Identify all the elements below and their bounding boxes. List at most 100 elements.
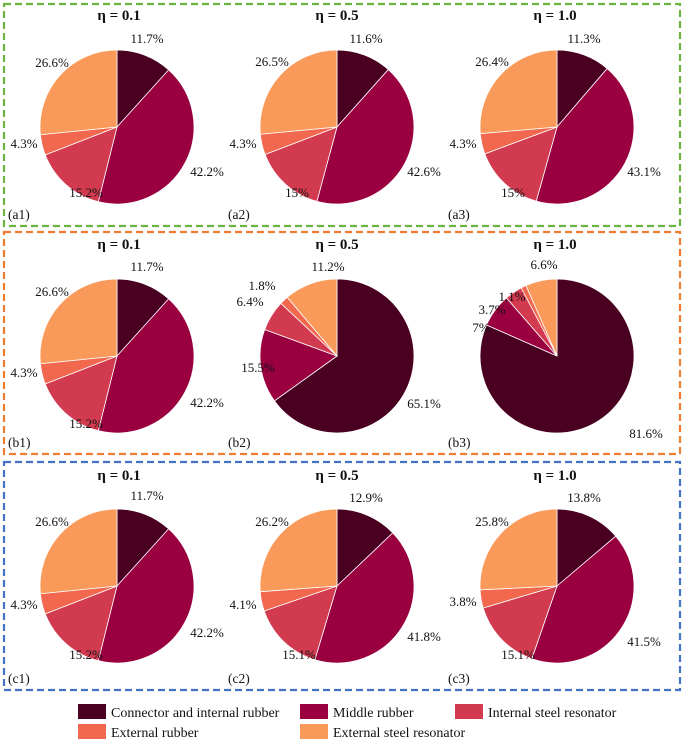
pie-slice-0-2 bbox=[44, 126, 118, 203]
chart-title-7: η = 0.5 bbox=[315, 468, 358, 484]
subplot-id-2: (a3) bbox=[448, 207, 470, 222]
slice-label-4-0: 65.1% bbox=[407, 396, 441, 411]
pie-slice-4-0 bbox=[273, 278, 415, 434]
pie-slice-8-2 bbox=[482, 585, 558, 660]
subplot-id-5: (b3) bbox=[448, 435, 471, 450]
slice-label-2-0: 11.3% bbox=[567, 31, 600, 46]
legend-swatch-1 bbox=[300, 704, 328, 719]
slice-label-5-3: 1.1% bbox=[498, 289, 525, 304]
legend-swatch-3 bbox=[78, 724, 106, 739]
slice-label-2-3: 4.3% bbox=[449, 136, 476, 151]
chart-title-5: η = 1.0 bbox=[533, 237, 576, 253]
pie-slice-6-1 bbox=[97, 528, 195, 664]
slice-label-6-4: 26.6% bbox=[35, 514, 69, 529]
slice-label-2-4: 26.4% bbox=[475, 54, 509, 69]
slice-label-3-1: 42.2% bbox=[190, 395, 224, 410]
pie-slice-2-4 bbox=[479, 49, 558, 135]
slice-label-0-4: 26.6% bbox=[35, 55, 69, 70]
pie-slice-6-4 bbox=[39, 508, 118, 595]
legend-label-0: Connector and internal rubber bbox=[111, 706, 280, 721]
slice-label-7-3: 4.1% bbox=[229, 597, 256, 612]
pie-slice-1-2 bbox=[264, 126, 338, 202]
subplot-id-0: (a1) bbox=[8, 207, 30, 222]
pie-slice-4-4 bbox=[286, 278, 338, 358]
slice-label-0-2: 15.2% bbox=[69, 185, 103, 200]
pie-slice-7-4 bbox=[259, 508, 338, 593]
slice-label-7-2: 15.1% bbox=[282, 647, 316, 662]
slice-label-4-4: 11.2% bbox=[311, 259, 344, 274]
slice-label-8-4: 25.8% bbox=[475, 514, 509, 529]
slice-label-3-2: 15.2% bbox=[69, 416, 103, 431]
slice-label-2-2: 15% bbox=[501, 185, 525, 200]
slice-label-1-4: 26.5% bbox=[255, 54, 289, 69]
pie-slice-8-1 bbox=[531, 535, 635, 664]
slice-label-1-2: 15% bbox=[285, 185, 309, 200]
slice-label-6-3: 4.3% bbox=[10, 597, 37, 612]
legend-label-3: External rubber bbox=[111, 726, 199, 741]
slice-label-5-4: 6.6% bbox=[530, 257, 557, 272]
subplot-id-1: (a2) bbox=[228, 207, 250, 222]
slice-label-1-1: 42.6% bbox=[407, 164, 441, 179]
legend-label-2: Internal steel resonator bbox=[488, 706, 617, 721]
pie-slice-1-4 bbox=[259, 49, 338, 135]
legend-swatch-4 bbox=[300, 724, 328, 739]
slice-label-8-2: 15.1% bbox=[501, 647, 535, 662]
slice-label-0-3: 4.3% bbox=[10, 136, 37, 151]
slice-label-4-3: 1.8% bbox=[248, 278, 275, 293]
pie-slice-8-4 bbox=[479, 508, 558, 591]
pie-slice-7-1 bbox=[314, 532, 415, 664]
legend-swatch-2 bbox=[455, 704, 483, 719]
pie-slice-0-1 bbox=[97, 69, 195, 205]
slice-label-8-0: 13.8% bbox=[567, 490, 601, 505]
chart-title-2: η = 1.0 bbox=[533, 8, 576, 24]
slice-label-0-1: 42.2% bbox=[190, 164, 224, 179]
chart-title-4: η = 0.5 bbox=[315, 237, 358, 253]
pie-slice-3-4 bbox=[39, 278, 118, 365]
pie-slice-3-2 bbox=[44, 355, 118, 432]
pie-slice-7-2 bbox=[263, 585, 338, 661]
subplot-id-3: (b1) bbox=[8, 435, 31, 450]
slice-label-6-0: 11.7% bbox=[130, 488, 163, 503]
chart-title-3: η = 0.1 bbox=[97, 237, 140, 253]
slice-label-5-2: 3.7% bbox=[478, 302, 505, 317]
pie-slice-4-1 bbox=[259, 328, 338, 402]
slice-label-8-3: 3.8% bbox=[449, 594, 476, 609]
slice-label-6-2: 15.2% bbox=[69, 647, 103, 662]
slice-label-7-4: 26.2% bbox=[255, 514, 289, 529]
slice-label-3-3: 4.3% bbox=[10, 365, 37, 380]
pie-slice-5-4 bbox=[525, 278, 558, 357]
group-border-a bbox=[2, 2, 682, 228]
slice-label-0-0: 11.7% bbox=[130, 31, 163, 46]
legend-label-1: Middle rubber bbox=[333, 706, 414, 721]
slice-label-5-0: 81.6% bbox=[629, 426, 663, 441]
pie-slice-2-1 bbox=[535, 68, 635, 205]
slice-label-7-0: 12.9% bbox=[349, 490, 383, 505]
group-border-b bbox=[2, 230, 682, 456]
slice-label-6-1: 42.2% bbox=[190, 625, 224, 640]
chart-title-1: η = 0.5 bbox=[315, 8, 358, 24]
pie-slice-6-2 bbox=[44, 585, 118, 662]
chart-title-8: η = 1.0 bbox=[533, 468, 576, 484]
subplot-id-8: (c3) bbox=[448, 671, 470, 686]
subplot-id-6: (c1) bbox=[8, 671, 30, 686]
slice-label-1-0: 11.6% bbox=[349, 31, 382, 46]
pie-slice-7-0 bbox=[336, 508, 394, 587]
pie-slice-0-4 bbox=[39, 49, 118, 136]
subplot-id-7: (c2) bbox=[228, 671, 250, 686]
pie-slice-3-1 bbox=[97, 298, 195, 434]
slice-label-8-1: 41.5% bbox=[627, 634, 661, 649]
pie-slice-1-1 bbox=[316, 68, 415, 205]
legend-swatch-0 bbox=[78, 704, 106, 719]
slice-label-5-1: 7% bbox=[472, 320, 490, 335]
chart-title-6: η = 0.1 bbox=[97, 468, 140, 484]
slice-label-3-0: 11.7% bbox=[130, 259, 163, 274]
slice-label-4-1: 15.5% bbox=[241, 360, 275, 375]
group-border-c bbox=[2, 460, 682, 692]
pie-slice-2-2 bbox=[484, 126, 558, 202]
slice-label-2-1: 43.1% bbox=[627, 164, 661, 179]
subplot-id-4: (b2) bbox=[228, 435, 251, 450]
slice-label-4-2: 6.4% bbox=[236, 294, 263, 309]
slice-label-7-1: 41.8% bbox=[407, 629, 441, 644]
pie-slice-8-0 bbox=[556, 508, 617, 587]
